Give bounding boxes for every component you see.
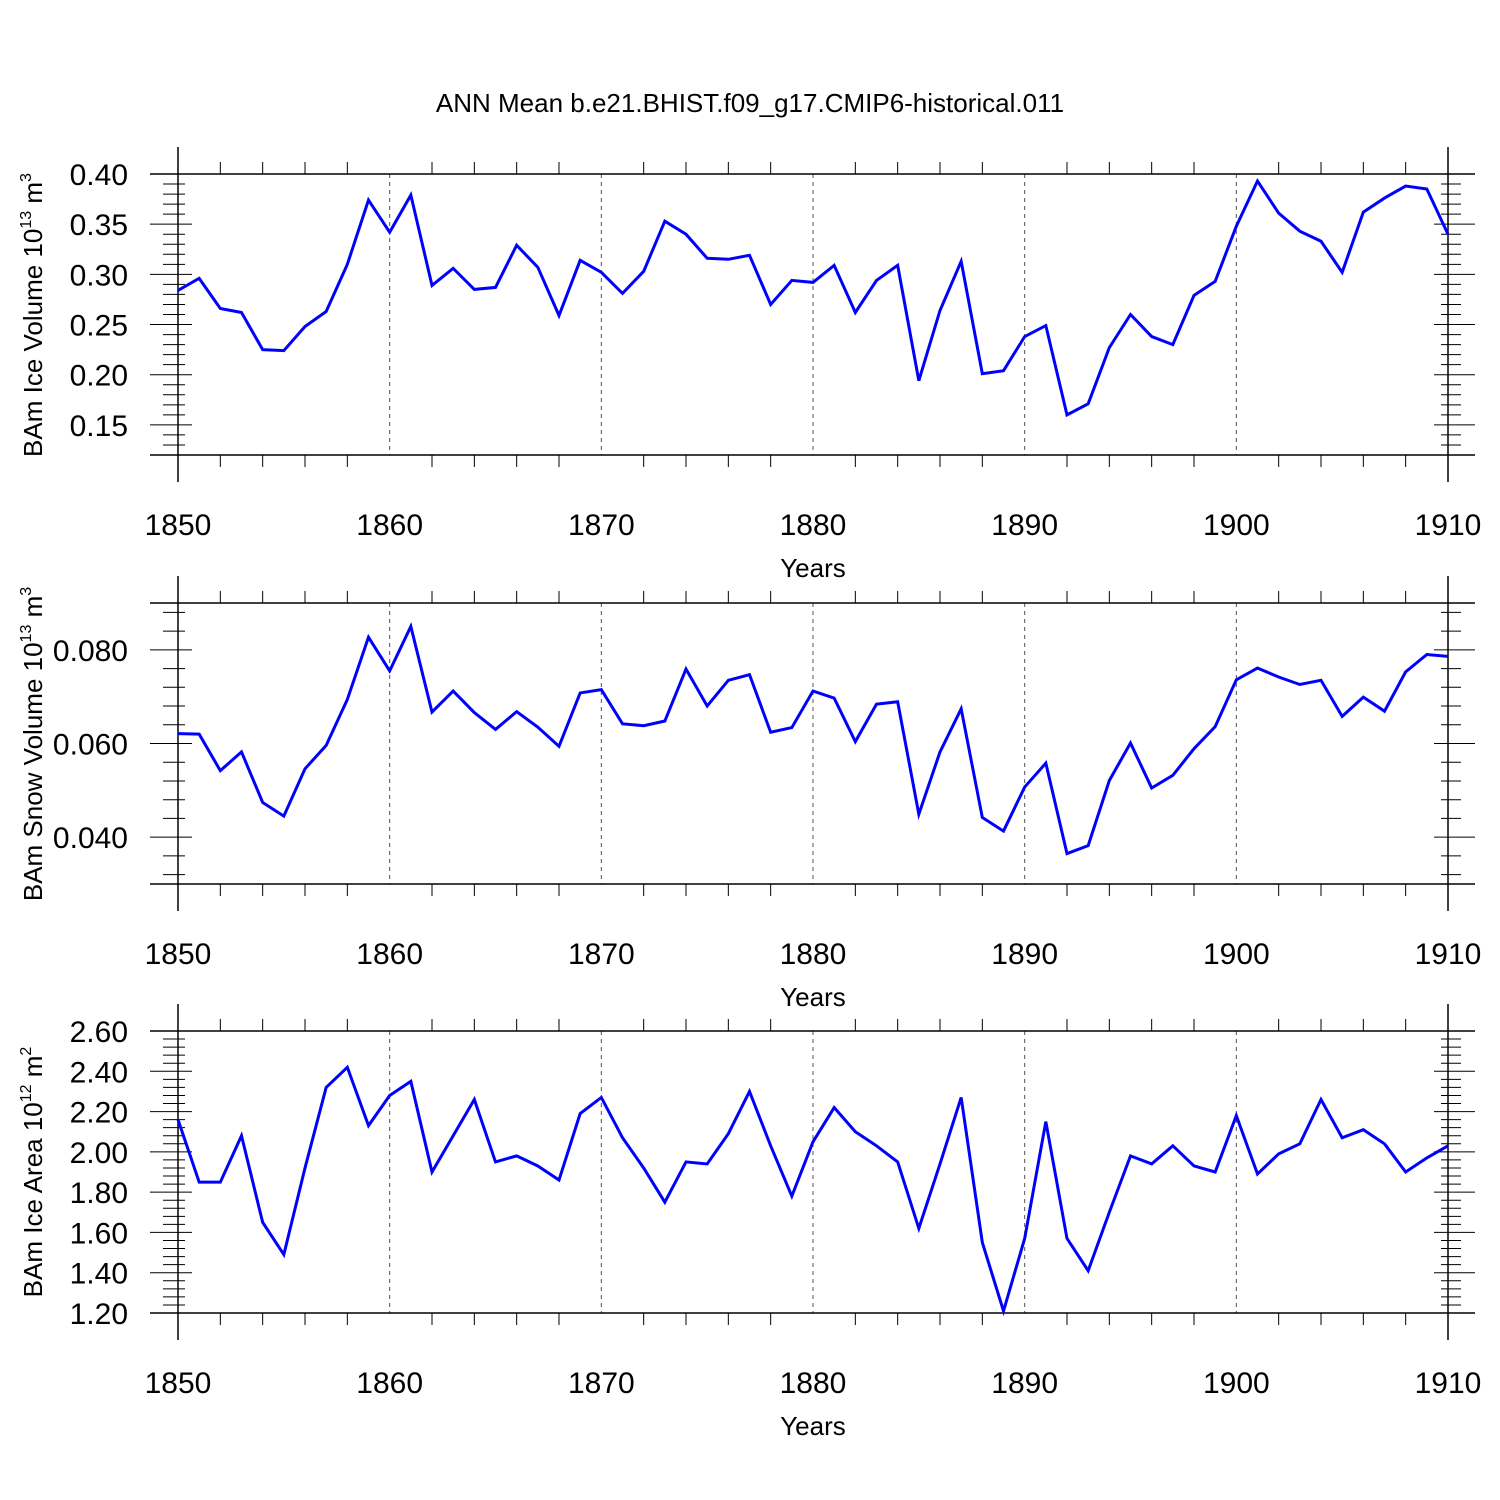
- ice-volume-ytick-label: 0.15: [70, 410, 128, 443]
- ice-area-xtick-label: 1910: [1415, 1367, 1482, 1400]
- ice-area-ytick-label: 1.80: [70, 1177, 128, 1210]
- ice-volume-ytick-label: 0.25: [70, 310, 128, 343]
- ice-volume-ylabel: BAm Ice Volume 1013 m3: [18, 173, 48, 457]
- ice-area-ytick-label: 2.00: [70, 1137, 128, 1170]
- panel-ice-volume: 0.15 0.20 0.25 0.30 0.35 0.40 1850 1860 1870 1880…: [18, 147, 1481, 583]
- ice-volume-ytick-label: 0.20: [70, 360, 128, 393]
- panel-snow-volume: 0.040 0.060 0.080 1850 1860 1870 1880 1890 1900 1…: [18, 576, 1481, 1012]
- snow-volume-ytick-label: 0.040: [53, 822, 128, 855]
- ice-area-xtick-label: 1900: [1203, 1367, 1270, 1400]
- ice-area-xtick-label: 1850: [145, 1367, 212, 1400]
- ice-volume-xlabel: Years: [780, 553, 846, 583]
- ice-volume-series-line: [177, 177, 1450, 418]
- snow-volume-xtick-label: 1910: [1415, 938, 1482, 971]
- ice-area-ytick-label: 1.40: [70, 1258, 128, 1291]
- panel-ice-area: 1.20 1.40 1.60 1.80 2.00 2.20 2.40 2.60 1850 1860…: [18, 1004, 1481, 1441]
- ice-volume-xtick-label: 1850: [145, 509, 212, 542]
- ice-volume-ytick-label: 0.40: [70, 159, 128, 192]
- ice-volume-xtick-label: 1870: [568, 509, 635, 542]
- snow-volume-xlabel: Years: [780, 982, 846, 1012]
- ice-area-series-line: [176, 1064, 1449, 1317]
- ice-area-xtick-label: 1880: [780, 1367, 847, 1400]
- figure-title: ANN Mean b.e21.BHIST.f09_g17.CMIP6-histo…: [436, 88, 1064, 118]
- ice-volume-xtick-label: 1890: [991, 509, 1058, 542]
- ice-area-ytick-label: 2.40: [70, 1056, 128, 1089]
- snow-volume-xtick-label: 1900: [1203, 938, 1270, 971]
- ice-volume-ytick-label: 0.35: [70, 209, 128, 242]
- ice-area-ytick-label: 1.60: [70, 1217, 128, 1250]
- snow-volume-xtick-label: 1870: [568, 938, 635, 971]
- snow-volume-xtick-label: 1890: [991, 938, 1058, 971]
- snow-volume-series-line: [177, 621, 1449, 856]
- snow-volume-ytick-label: 0.060: [53, 729, 128, 762]
- ice-area-xlabel: Years: [780, 1411, 846, 1441]
- ice-area-xtick-label: 1870: [568, 1367, 635, 1400]
- ice-area-ylabel: BAm Ice Area 1012 m2: [18, 1047, 48, 1298]
- snow-volume-xtick-label: 1850: [145, 938, 212, 971]
- ice-area-ytick-label: 2.20: [70, 1097, 128, 1130]
- snow-volume-xtick-label: 1860: [356, 938, 423, 971]
- snow-volume-ylabel: BAm Snow Volume 1013 m3: [18, 587, 48, 901]
- snow-volume-xtick-label: 1880: [780, 938, 847, 971]
- ice-volume-ytick-label: 0.30: [70, 259, 128, 292]
- ice-volume-xtick-label: 1880: [780, 509, 847, 542]
- snow-volume-ytick-label: 0.080: [53, 635, 128, 668]
- ice-volume-xtick-label: 1910: [1415, 509, 1482, 542]
- ice-area-xtick-label: 1860: [356, 1367, 423, 1400]
- ice-volume-xtick-label: 1860: [356, 509, 423, 542]
- ice-area-ytick-label: 1.20: [70, 1298, 128, 1331]
- ice-area-xtick-label: 1890: [991, 1367, 1058, 1400]
- ice-volume-xtick-label: 1900: [1203, 509, 1270, 542]
- ice-area-ytick-label: 2.60: [70, 1016, 128, 1049]
